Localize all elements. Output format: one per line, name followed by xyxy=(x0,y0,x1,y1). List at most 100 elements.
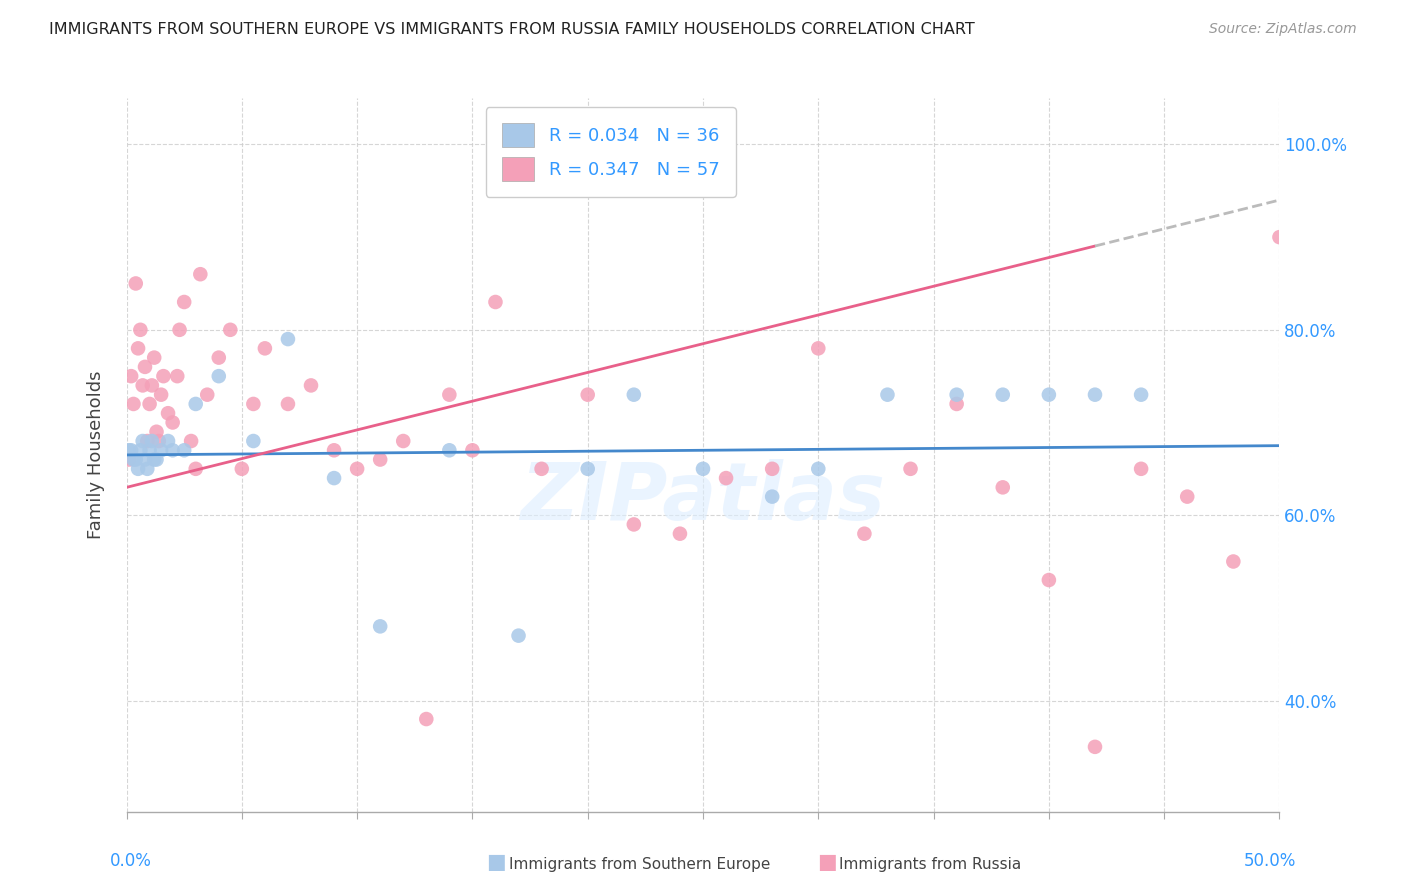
Point xyxy=(1084,739,1107,754)
Point xyxy=(439,443,461,458)
Point xyxy=(277,332,299,346)
Point xyxy=(127,342,149,356)
Point xyxy=(807,462,830,476)
Point xyxy=(900,462,922,476)
Point xyxy=(991,480,1014,494)
Text: ■: ■ xyxy=(817,853,837,872)
Point xyxy=(134,452,156,467)
Point xyxy=(120,443,142,458)
Point xyxy=(173,443,195,458)
Point xyxy=(208,369,231,384)
Text: IMMIGRANTS FROM SOUTHERN EUROPE VS IMMIGRANTS FROM RUSSIA FAMILY HOUSEHOLDS CORR: IMMIGRANTS FROM SOUTHERN EUROPE VS IMMIG… xyxy=(49,22,974,37)
Point xyxy=(184,397,207,411)
Point xyxy=(166,369,188,384)
Point xyxy=(508,629,530,643)
Point xyxy=(1084,387,1107,401)
Point xyxy=(368,619,391,633)
Text: ZIPatlas: ZIPatlas xyxy=(520,458,886,537)
Point xyxy=(145,425,167,439)
Point xyxy=(530,462,553,476)
Point xyxy=(415,712,437,726)
Text: 0.0%: 0.0% xyxy=(110,852,152,870)
Point xyxy=(991,387,1014,401)
Text: Immigrants from Russia: Immigrants from Russia xyxy=(839,857,1022,872)
Point xyxy=(692,462,714,476)
Text: 50.0%: 50.0% xyxy=(1244,852,1296,870)
Point xyxy=(141,434,163,448)
Point xyxy=(807,342,830,356)
Point xyxy=(138,443,160,458)
Point xyxy=(623,517,645,532)
Point xyxy=(242,397,264,411)
Point xyxy=(157,406,180,420)
Point xyxy=(143,452,166,467)
Point xyxy=(150,387,173,401)
Legend: R = 0.034   N = 36, R = 0.347   N = 57: R = 0.034 N = 36, R = 0.347 N = 57 xyxy=(485,107,735,197)
Point xyxy=(1268,230,1291,244)
Point xyxy=(368,452,391,467)
Point xyxy=(1038,573,1060,587)
Point xyxy=(1038,387,1060,401)
Point xyxy=(1175,490,1198,504)
Point xyxy=(439,387,461,401)
Point xyxy=(242,434,264,448)
Text: ■: ■ xyxy=(486,853,506,872)
Point xyxy=(219,323,242,337)
Point xyxy=(162,443,184,458)
Point xyxy=(231,462,253,476)
Point xyxy=(169,323,191,337)
Point xyxy=(576,462,599,476)
Point xyxy=(346,462,368,476)
Point xyxy=(162,416,184,430)
Point xyxy=(623,387,645,401)
Point xyxy=(277,397,299,411)
Point xyxy=(1130,387,1153,401)
Point xyxy=(853,526,876,541)
Point xyxy=(392,434,415,448)
Text: Immigrants from Southern Europe: Immigrants from Southern Europe xyxy=(509,857,770,872)
Point xyxy=(129,443,152,458)
Point xyxy=(136,462,159,476)
Point xyxy=(145,452,167,467)
Point xyxy=(461,443,484,458)
Point xyxy=(131,378,153,392)
Point xyxy=(125,277,148,291)
Point xyxy=(761,462,783,476)
Point xyxy=(945,397,967,411)
Point xyxy=(125,452,148,467)
Point xyxy=(714,471,737,485)
Point xyxy=(184,462,207,476)
Point xyxy=(669,526,692,541)
Point xyxy=(484,295,506,310)
Point xyxy=(208,351,231,365)
Point xyxy=(127,462,149,476)
Point xyxy=(120,369,142,384)
Point xyxy=(195,387,218,401)
Point xyxy=(945,387,967,401)
Point xyxy=(188,267,211,281)
Point xyxy=(118,452,141,467)
Point xyxy=(148,434,170,448)
Point xyxy=(173,295,195,310)
Point xyxy=(129,323,152,337)
Point xyxy=(1222,554,1244,568)
Point xyxy=(134,359,156,374)
Point xyxy=(299,378,322,392)
Point xyxy=(323,471,346,485)
Point xyxy=(131,434,153,448)
Point xyxy=(253,342,276,356)
Point xyxy=(323,443,346,458)
Point xyxy=(141,378,163,392)
Point xyxy=(1130,462,1153,476)
Point xyxy=(150,443,173,458)
Point xyxy=(876,387,898,401)
Point xyxy=(576,387,599,401)
Point xyxy=(136,434,159,448)
Text: Source: ZipAtlas.com: Source: ZipAtlas.com xyxy=(1209,22,1357,37)
Point xyxy=(122,397,145,411)
Point xyxy=(138,397,160,411)
Point xyxy=(180,434,202,448)
Point xyxy=(118,443,141,458)
Point xyxy=(761,490,783,504)
Point xyxy=(122,452,145,467)
